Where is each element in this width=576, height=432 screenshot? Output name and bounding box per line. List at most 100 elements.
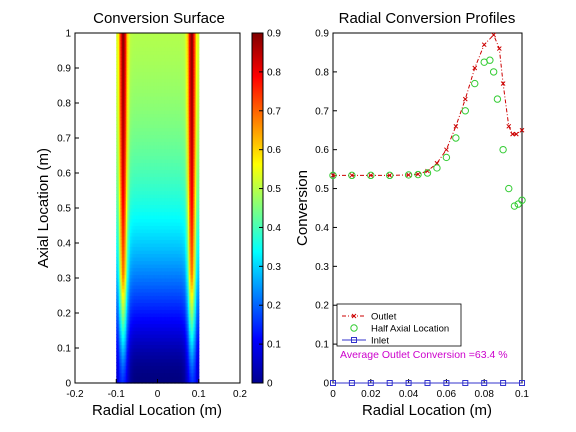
heatmap-cell	[130, 260, 132, 265]
heatmap-cell	[161, 236, 164, 241]
heatmap-cell	[161, 99, 164, 104]
heatmap-cell	[157, 187, 160, 192]
heatmap-cell	[139, 71, 142, 76]
heatmap-cell	[134, 113, 137, 118]
heatmap-cell	[146, 267, 149, 272]
heatmap-cell	[120, 204, 123, 209]
heatmap-cell	[135, 117, 138, 122]
heatmap-cell	[150, 187, 153, 192]
heatmap-cell	[158, 103, 161, 108]
heatmap-cell	[178, 78, 181, 83]
heatmap-cell	[135, 124, 138, 129]
heatmap-cell	[116, 236, 119, 241]
heatmap-cell	[182, 194, 185, 199]
heatmap-cell	[143, 232, 146, 237]
heatmap-cell	[153, 43, 156, 48]
heatmap-cell	[149, 187, 152, 192]
heatmap-cell	[117, 372, 120, 377]
heatmap-cell	[147, 208, 150, 213]
heatmap-cell	[154, 138, 157, 143]
heatmap-cell	[131, 271, 134, 276]
heatmap-cell	[136, 274, 139, 279]
heatmap-cell	[164, 351, 167, 356]
heatmap-cell	[128, 243, 131, 248]
heatmap-cell	[161, 257, 164, 262]
heatmap-cell	[154, 285, 157, 290]
heatmap-cell	[124, 33, 127, 38]
heatmap-cell	[138, 82, 141, 87]
heatmap-cell	[124, 180, 127, 185]
heatmap-cell	[156, 197, 159, 202]
heatmap-cell	[164, 295, 167, 300]
heatmap-cell	[127, 295, 130, 300]
heatmap-cell	[143, 323, 146, 328]
heatmap-cell	[147, 57, 150, 62]
heatmap-cell	[116, 316, 119, 321]
heatmap-cell	[157, 344, 160, 349]
heatmap-cell	[179, 334, 182, 339]
heatmap-cell	[146, 292, 149, 297]
heatmap-cell	[179, 358, 182, 363]
heatmap-cell	[121, 64, 124, 69]
heatmap-cell	[116, 138, 119, 143]
heatmap-cell	[149, 148, 152, 153]
heatmap-cell	[141, 334, 143, 339]
heatmap-cell	[130, 155, 132, 160]
heatmap-cell	[128, 82, 131, 87]
heatmap-cell	[157, 274, 160, 279]
heatmap-cell	[131, 43, 134, 48]
heatmap-cell	[182, 124, 185, 129]
heatmap-cell	[142, 194, 145, 199]
heatmap-cell	[128, 47, 131, 52]
heatmap-cell	[163, 330, 165, 335]
heatmap-cell	[154, 124, 157, 129]
heatmap-cell	[149, 313, 152, 318]
heatmap-cell	[180, 208, 183, 213]
heatmap-cell	[154, 75, 157, 80]
heatmap-cell	[152, 187, 154, 192]
heatmap-cell	[142, 372, 145, 377]
heatmap-cell	[131, 292, 134, 297]
heatmap-cell	[164, 316, 167, 321]
heatmap-cell	[154, 43, 157, 48]
heatmap-cell	[172, 267, 175, 272]
heatmap-cell	[183, 334, 186, 339]
heatmap-cell	[149, 316, 152, 321]
heatmap-cell	[150, 320, 153, 325]
heatmap-cell	[153, 302, 156, 307]
heatmap-cell	[142, 36, 145, 41]
heatmap-cell	[149, 131, 152, 136]
heatmap-cell	[139, 138, 142, 143]
heatmap-cell	[180, 344, 183, 349]
heatmap-cell	[178, 64, 181, 69]
heatmap-cell	[182, 355, 185, 360]
heatmap-cell	[163, 250, 165, 255]
heatmap-cell	[147, 306, 150, 311]
heatmap-cell	[161, 92, 164, 97]
heatmap-cell	[167, 194, 170, 199]
heatmap-cell	[175, 71, 178, 76]
heatmap-cell	[142, 285, 145, 290]
heatmap-cell	[183, 323, 186, 328]
heatmap-cell	[136, 117, 139, 122]
heatmap-cell	[160, 229, 163, 234]
heatmap-cell	[169, 330, 172, 335]
heatmap-cell	[127, 71, 130, 76]
heatmap-cell	[183, 215, 186, 220]
heatmap-cell	[146, 131, 149, 136]
heatmap-cell	[161, 376, 164, 381]
heatmap-cell	[116, 187, 119, 192]
heatmap-cell	[183, 120, 186, 125]
heatmap-cell	[164, 355, 167, 360]
heatmap-cell	[165, 120, 168, 125]
heatmap-cell	[182, 211, 185, 216]
heatmap-cell	[165, 208, 168, 213]
heatmap-cell	[120, 106, 123, 111]
heatmap-cell	[153, 369, 156, 374]
heatmap-cell	[117, 257, 120, 262]
heatmap-cell	[167, 236, 170, 241]
heatmap-cell	[147, 162, 150, 167]
heatmap-cell	[164, 211, 167, 216]
heatmap-cell	[157, 243, 160, 248]
heatmap-cell	[168, 57, 171, 62]
